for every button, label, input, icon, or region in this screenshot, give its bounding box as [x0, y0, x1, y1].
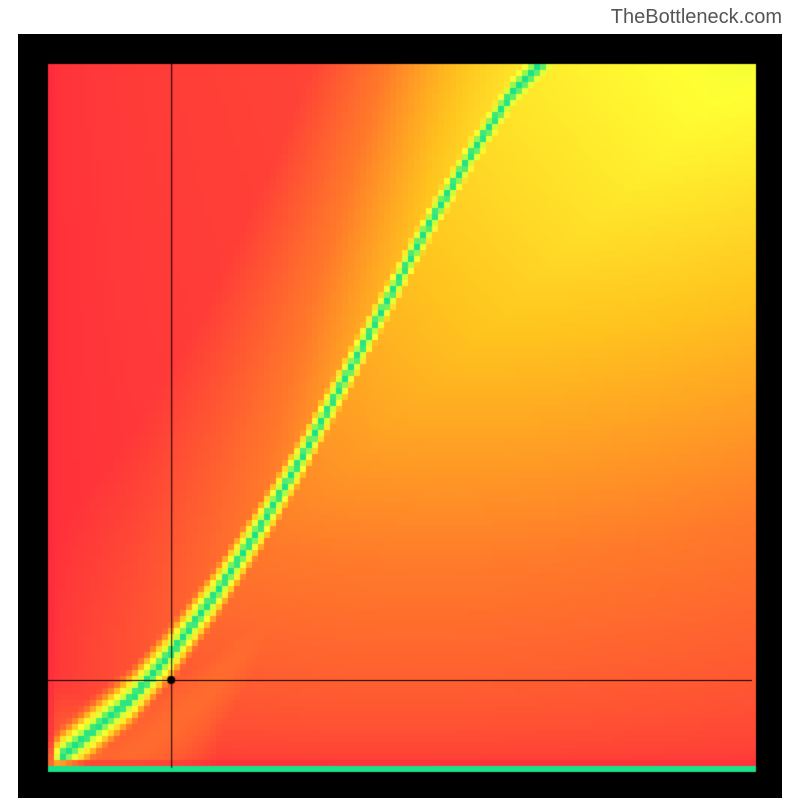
heatmap-canvas	[18, 34, 782, 798]
watermark-text: TheBottleneck.com	[611, 6, 782, 29]
heatmap-chart	[18, 34, 782, 798]
chart-container: { "watermark": { "text": "TheBottleneck.…	[0, 0, 800, 800]
